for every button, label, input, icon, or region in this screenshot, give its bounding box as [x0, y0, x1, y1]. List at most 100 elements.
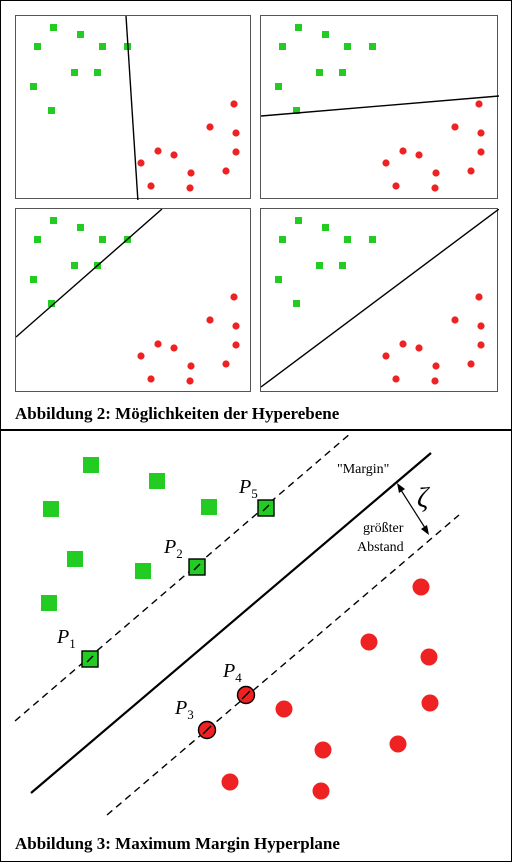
class-b-point — [154, 147, 162, 155]
class-b-point — [475, 293, 483, 301]
support-vector-p2 — [188, 558, 206, 576]
class-a-point — [279, 43, 286, 50]
class-a-point — [322, 31, 329, 38]
class-b-point — [232, 322, 240, 330]
panel-top-left — [15, 15, 251, 200]
panel-top-left-plot — [30, 16, 240, 200]
class-b-point — [389, 735, 407, 753]
margin-label: "Margin" — [337, 462, 389, 477]
class-a-point — [71, 262, 78, 269]
class-b-point — [477, 148, 485, 156]
class-b-point — [451, 316, 459, 324]
zeta-symbol: ζ — [417, 483, 430, 514]
class-b-point — [137, 159, 145, 167]
class-b-point — [467, 360, 475, 368]
support-vector-p5 — [257, 499, 275, 517]
class-a-point — [369, 236, 376, 243]
margin-line-lower — [106, 514, 460, 816]
label-p1: P1 — [56, 626, 76, 651]
panel-top-right-plot — [261, 24, 499, 192]
class-b-point — [392, 182, 400, 190]
class-a-point — [369, 43, 376, 50]
class-b-point — [399, 340, 407, 348]
class-b-point — [206, 316, 214, 324]
class-a-point — [48, 300, 55, 307]
class-b-point — [475, 100, 483, 108]
class-b-point — [412, 578, 430, 596]
class-a-point — [34, 236, 41, 243]
class-b-point — [147, 375, 155, 383]
class-b-point — [187, 362, 195, 370]
class-b-point — [232, 148, 240, 156]
class-b-point — [360, 633, 378, 651]
class-b-point — [382, 159, 390, 167]
class-b-point — [467, 167, 475, 175]
separating-line — [16, 209, 163, 338]
class-a-point — [293, 300, 300, 307]
class-a-point — [293, 107, 300, 114]
label-p4: P4 — [222, 660, 242, 685]
label-p3: P3 — [174, 697, 194, 722]
separating-line — [125, 16, 139, 200]
class-a-point — [339, 69, 346, 76]
class-b-point — [314, 741, 332, 759]
class-a-point — [135, 563, 151, 579]
margin-arrow — [397, 483, 429, 535]
class-b-point — [432, 169, 440, 177]
figure3-caption: Abbildung 3: Maximum Margin Hyperplane — [15, 834, 340, 853]
class-b-point — [186, 377, 194, 385]
class-b-point — [137, 352, 145, 360]
label-p2: P2 — [163, 536, 183, 561]
class-b-point — [154, 340, 162, 348]
class-b-point — [431, 184, 439, 192]
class-a-point — [344, 43, 351, 50]
class-b-point — [312, 782, 330, 800]
class-a-point — [50, 24, 57, 31]
class-b-point — [170, 344, 178, 352]
class-a-point — [322, 224, 329, 231]
class-b-point — [477, 322, 485, 330]
distance-label-line2: Abstand — [357, 540, 404, 555]
hyperplane-line — [30, 452, 432, 794]
class-b-point — [420, 648, 438, 666]
maximum-margin-diagram: "Margin" ζ größter Abstand P5 P2 P1 P4 P… — [14, 432, 460, 816]
class-b-point — [230, 100, 238, 108]
class-b-point — [415, 344, 423, 352]
class-a-point — [275, 276, 282, 283]
class-a-point — [30, 276, 37, 283]
figure-hyperplane-options: Abbildung 2: Möglichkeiten der Hypereben… — [0, 0, 512, 430]
class-b-point — [221, 773, 239, 791]
class-b-point — [382, 352, 390, 360]
class-b-point — [421, 694, 439, 712]
class-a-point — [99, 236, 106, 243]
class-a-point — [316, 262, 323, 269]
class-a-point — [149, 473, 165, 489]
class-b-point — [222, 167, 230, 175]
class-b-point — [232, 129, 240, 137]
separating-line — [261, 209, 499, 388]
class-a-point — [94, 69, 101, 76]
class-b-point — [477, 129, 485, 137]
panel-bottom-left-plot — [16, 209, 240, 385]
class-a-point — [99, 43, 106, 50]
class-a-point — [41, 595, 57, 611]
class-a-point — [34, 43, 41, 50]
class-a-point — [71, 69, 78, 76]
class-b-point — [431, 377, 439, 385]
class-b-point — [170, 151, 178, 159]
separating-line — [261, 95, 499, 117]
margin-line-upper — [14, 432, 352, 722]
class-a-point — [48, 107, 55, 114]
figure2-caption: Abbildung 2: Möglichkeiten der Hypereben… — [15, 404, 340, 423]
panel-bottom-right — [260, 208, 499, 392]
class-a-point — [83, 457, 99, 473]
distance-label-line1: größter — [363, 521, 404, 536]
figure-maximum-margin: "Margin" ζ größter Abstand P5 P2 P1 P4 P… — [0, 430, 512, 862]
class-a-point — [77, 224, 84, 231]
class-b-point — [222, 360, 230, 368]
class-b-point — [186, 184, 194, 192]
class-b-point — [392, 375, 400, 383]
class-b-point — [451, 123, 459, 131]
support-vector-p4 — [236, 685, 256, 705]
class-a-point — [77, 31, 84, 38]
